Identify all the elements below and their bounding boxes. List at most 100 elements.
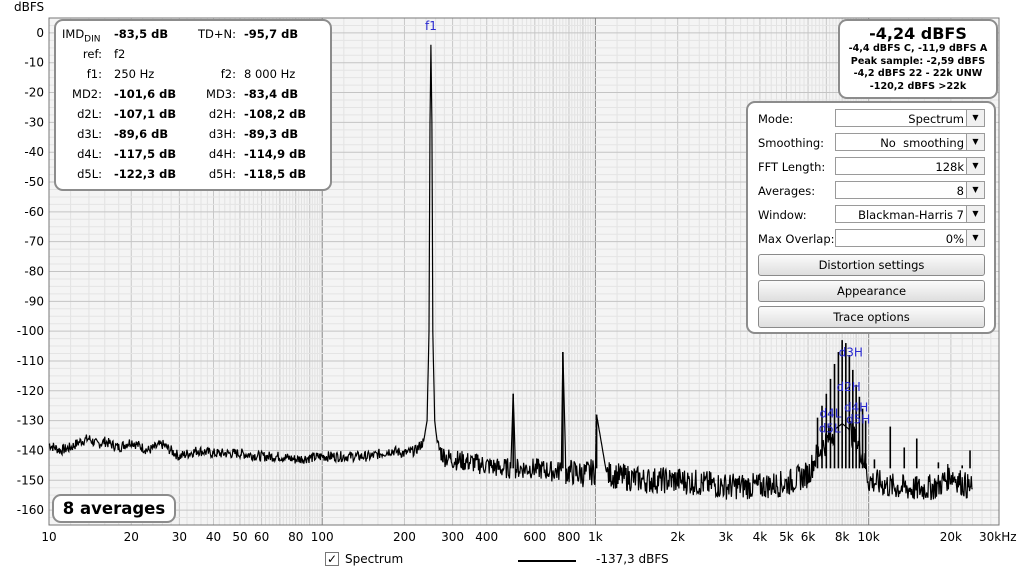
x-tick-label: 300 — [441, 530, 464, 544]
level-line: -4,2 dBFS 22 - 22k UNW — [853, 68, 983, 79]
dropdown-value: Spectrum — [908, 112, 964, 126]
dropdown-value: 0% — [945, 232, 964, 246]
analyzer-controls-panel: Mode: Spectrum ▼ Smoothing: No smoothing ▼ FFT… — [746, 101, 996, 334]
settings-button[interactable]: Appearance — [758, 280, 985, 302]
x-tick-label: 400 — [475, 530, 498, 544]
y-tick-label: -40 — [24, 145, 44, 159]
imd-metric-row: d2L: -107,1 dB d2H: -108,2 dB — [56, 107, 330, 127]
x-tick-label: 6k — [801, 530, 816, 544]
chevron-down-icon[interactable]: ▼ — [966, 182, 984, 198]
dropdown-value: 8 — [956, 184, 964, 198]
y-tick-label: -70 — [24, 235, 44, 249]
x-tick-label: 1k — [588, 530, 603, 544]
metric-label: TD+N: — [198, 27, 236, 41]
control-dropdown[interactable]: Spectrum ▼ — [835, 109, 985, 127]
y-tick-label: -130 — [17, 414, 44, 428]
metric-value: -89,3 dB — [244, 127, 299, 141]
peak-annotation: d5L — [819, 422, 841, 436]
metric-label: d4L: — [77, 147, 102, 161]
peak-annotation: f1 — [425, 19, 437, 33]
level-line: -4,4 dBFS C, -11,9 dBFS A — [848, 43, 988, 54]
metric-value: -114,9 dB — [244, 147, 307, 161]
x-tick-label: 60 — [254, 530, 269, 544]
control-dropdown[interactable]: 0% ▼ — [835, 229, 985, 247]
x-tick-label: 3k — [718, 530, 733, 544]
plot-border — [48, 17, 1000, 526]
x-tick-label: 800 — [557, 530, 580, 544]
imd-metric-row: MD2: -101,6 dB MD3: -83,4 dB — [56, 87, 330, 107]
control-dropdown[interactable]: 8 ▼ — [835, 181, 985, 199]
imd-metric-row: d3L: -89,6 dB d3H: -89,3 dB — [56, 127, 330, 147]
chevron-down-icon[interactable]: ▼ — [966, 230, 984, 246]
y-tick-label: -150 — [17, 473, 44, 487]
metric-value: -95,7 dB — [244, 27, 299, 41]
imd-metric-row: d5L: -122,3 dB d5H: -118,5 dB — [56, 167, 330, 187]
control-label: Smoothing: — [758, 136, 825, 150]
chevron-down-icon[interactable]: ▼ — [966, 158, 984, 174]
trace-legend: ✓ Spectrum -137,3 dBFS — [325, 552, 745, 570]
metric-label: ref: — [82, 47, 102, 61]
metric-value: -89,6 dB — [114, 127, 169, 141]
chevron-down-icon[interactable]: ▼ — [966, 206, 984, 222]
control-dropdown[interactable]: No smoothing ▼ — [835, 133, 985, 151]
metric-value: -122,3 dB — [114, 167, 177, 181]
dropdown-value: 128k — [935, 160, 964, 174]
control-row: FFT Length: 128k ▼ — [758, 157, 986, 177]
control-dropdown[interactable]: Blackman-Harris 7 ▼ — [835, 205, 985, 223]
peak-annotation: d3H — [839, 345, 863, 359]
y-tick-label: -30 — [24, 115, 44, 129]
control-dropdown[interactable]: 128k ▼ — [835, 157, 985, 175]
control-row: Mode: Spectrum ▼ — [758, 109, 986, 129]
metric-label: d3H: — [208, 127, 236, 141]
metric-label: d4H: — [208, 147, 236, 161]
settings-button[interactable]: Trace options — [758, 306, 985, 328]
level-panel: -4,24 dBFS -4,4 dBFS C, -11,9 dBFS A Pea… — [838, 19, 998, 99]
y-tick-label: -160 — [17, 503, 44, 517]
peak-annotation: d5H — [846, 413, 870, 427]
metric-label: IMDDIN — [62, 27, 101, 45]
metric-label: d2L: — [77, 107, 102, 121]
metric-value: -101,6 dB — [114, 87, 177, 101]
peak-annotation: d4H — [844, 401, 868, 415]
y-tick-label: -20 — [24, 86, 44, 100]
metric-label: d5H: — [208, 167, 236, 181]
x-tick-label: 4k — [753, 530, 768, 544]
y-tick-label: -10 — [24, 56, 44, 70]
y-tick-label: -110 — [17, 354, 44, 368]
dropdown-value: Blackman-Harris 7 — [858, 208, 964, 222]
control-row: Averages: 8 ▼ — [758, 181, 986, 201]
y-tick-label: -100 — [17, 324, 44, 338]
metric-label: f1: — [86, 67, 102, 81]
spectrum-trace — [48, 44, 973, 501]
chevron-down-icon[interactable]: ▼ — [966, 110, 984, 126]
metric-value: 250 Hz — [114, 67, 155, 81]
y-axis-label: dBFS — [14, 0, 44, 14]
x-tick-label: 2k — [670, 530, 685, 544]
metric-value: -108,2 dB — [244, 107, 307, 121]
control-label: Window: — [758, 208, 807, 222]
metric-label: d2H: — [208, 107, 236, 121]
averages-indicator: 8 averages — [52, 494, 176, 523]
y-tick-label: -60 — [24, 205, 44, 219]
control-label: Averages: — [758, 184, 816, 198]
spectrum-checkbox[interactable]: ✓ — [325, 552, 339, 566]
x-tick-label: 30 — [172, 530, 187, 544]
settings-button[interactable]: Distortion settings — [758, 254, 985, 276]
x-tick-label: 30kHz — [979, 530, 1017, 544]
x-tick-label: 50 — [232, 530, 247, 544]
level-line: -120,2 dBFS >22k — [869, 80, 967, 92]
y-tick-label: -50 — [24, 175, 44, 189]
metric-label: d3L: — [77, 127, 102, 141]
chevron-down-icon[interactable]: ▼ — [966, 134, 984, 150]
x-tick-label: 80 — [288, 530, 303, 544]
x-tick-label: 100 — [311, 530, 334, 544]
metric-value: -83,4 dB — [244, 87, 299, 101]
x-tick-label: 40 — [206, 530, 221, 544]
y-tick-label: 0 — [36, 26, 44, 40]
metric-label: f2: — [220, 67, 236, 81]
level-line: Peak sample: -2,59 dBFS — [850, 55, 986, 67]
imd-metric-row: f1: 250 Hz f2: 8 000 Hz — [56, 67, 330, 87]
cursor-level-readout: -137,3 dBFS — [596, 552, 669, 566]
imd-results-panel: IMDDIN -83,5 dB TD+N: -95,7 dB ref: f2 f1: 250 … — [54, 19, 332, 191]
y-tick-label: -90 — [24, 294, 44, 308]
